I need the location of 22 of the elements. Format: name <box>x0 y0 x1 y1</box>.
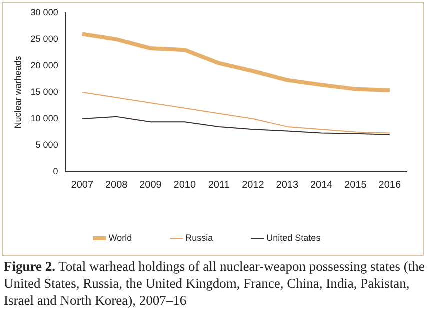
x-tick-label: 2009 <box>140 180 162 191</box>
y-axis-title: Nuclear warheads <box>12 56 23 129</box>
x-tick-label: 2007 <box>71 180 94 191</box>
y-tick-label: 0 <box>53 166 58 176</box>
x-tick-label: 2008 <box>105 180 128 191</box>
y-tick-label: 5 000 <box>36 140 58 150</box>
legend-label: Russia <box>186 232 214 243</box>
x-tick-label: 2016 <box>378 180 402 191</box>
caption: Figure 2. Total warhead holdings of all nuclear-weapon possessing states (the United States, Russia, the United Kingdom, France, China, India, Pakistan, Israel and North Korea), 2007–16 <box>4 258 426 309</box>
x-tick-label: 2011 <box>208 180 230 191</box>
y-tick-label: 20 000 <box>30 60 58 70</box>
y-tick-label: 25 000 <box>30 34 58 44</box>
y-tick-label: 10 000 <box>30 113 58 124</box>
y-tick-label: 15 000 <box>30 86 58 97</box>
legend-label: United States <box>266 232 322 243</box>
x-tick-label: 2015 <box>344 180 368 191</box>
x-tick-label: 2010 <box>174 180 196 191</box>
x-tick-label: 2013 <box>276 180 299 191</box>
y-tick-label: 30 000 <box>30 7 58 18</box>
x-tick-label: 2014 <box>310 180 334 191</box>
x-tick-label: 2012 <box>242 180 265 191</box>
legend-label: World <box>108 232 132 243</box>
